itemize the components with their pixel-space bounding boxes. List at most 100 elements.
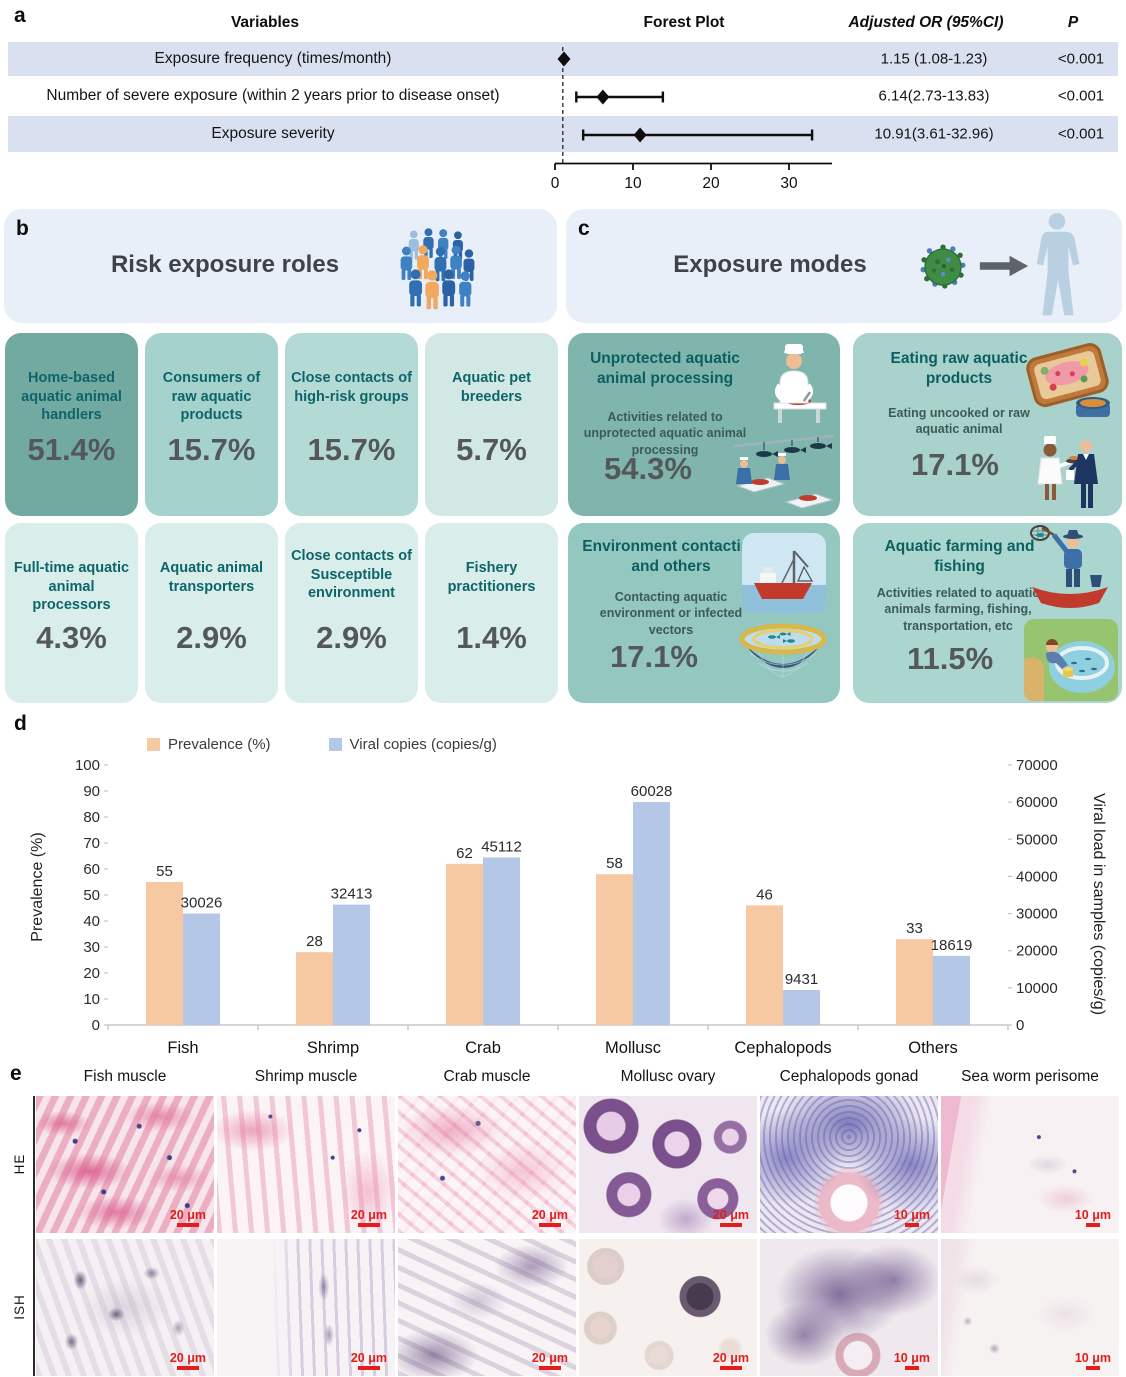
role-card-title: Fishery practitioners <box>447 560 536 595</box>
scale-bar: 20 μm <box>713 1351 749 1370</box>
svg-text:33: 33 <box>906 920 923 937</box>
scale-bar-line <box>176 1366 199 1370</box>
svg-text:18619: 18619 <box>931 937 973 954</box>
svg-text:Others: Others <box>908 1039 958 1057</box>
ish-crab-muscle-image: 20 μm <box>398 1239 576 1376</box>
scale-bar-line <box>904 1366 919 1370</box>
left-axis-title: Prevalence (%) <box>29 832 46 942</box>
he-crab-muscle-image: 20 μm <box>398 1096 576 1233</box>
scale-bar-text: 20 μm <box>169 1208 206 1222</box>
he-sea-worm-perisome-image: 10 μm <box>941 1096 1119 1233</box>
legend-item-prevalence: Prevalence (%) <box>147 736 271 753</box>
mode-card-subtitle: Contacting aquatic environment or infect… <box>599 590 743 637</box>
mode-card-title: Environment contacting and others <box>582 538 760 576</box>
or-cell: 6.14(2.73-13.83) <box>878 87 990 105</box>
right-axis-title: Viral load in samples (copies/g) <box>1090 792 1107 1016</box>
role-card-title: Full-time aquatic animal processors <box>13 560 130 614</box>
role-card-close-contacts: Close contacts of high-risk groups 15.7% <box>285 333 418 516</box>
scale-bar-line <box>904 1223 919 1227</box>
svg-text:10000: 10000 <box>1016 980 1058 997</box>
svg-text:Fish: Fish <box>167 1039 198 1057</box>
mode-card-farming-fishing: Aquatic farming and fishing Activities r… <box>853 523 1122 703</box>
role-card-percentage: 1.4% <box>456 620 527 656</box>
mode-card-title: Eating raw aquatic products <box>890 350 1028 388</box>
column-label-cephalopods-gonad: Cephalopods gonad <box>779 1068 919 1085</box>
svg-text:30000: 30000 <box>1016 906 1058 923</box>
scale-bar-line <box>538 1366 561 1370</box>
raw-seafood-platter-illustration <box>1026 343 1110 417</box>
he-fish-muscle-image: 20 μm <box>36 1096 214 1233</box>
svg-text:70: 70 <box>83 835 100 852</box>
role-card-percentage: 2.9% <box>316 620 387 656</box>
role-card-raw-consumers: Consumers of raw aquatic products 15.7% <box>145 333 278 516</box>
svg-text:50: 50 <box>83 887 100 904</box>
svg-text:32413: 32413 <box>331 886 373 903</box>
scale-bar: 20 μm <box>713 1208 749 1227</box>
scale-bar-text: 10 μm <box>1074 1208 1111 1222</box>
scale-bar-text: 10 μm <box>893 1351 930 1365</box>
legend-item-viral-copies: Viral copies (copies/g) <box>328 736 497 753</box>
column-header-variables: Variables <box>230 14 300 31</box>
role-card-percentage: 2.9% <box>176 620 247 656</box>
scale-bar: 10 μm <box>1075 1208 1111 1227</box>
role-card-percentage: 5.7% <box>456 431 527 467</box>
scale-bar-line <box>719 1223 742 1227</box>
table-row: Number of severe exposure (within 2 year… <box>8 76 1118 116</box>
role-card-title: Aquatic pet breeders <box>452 370 531 405</box>
ish-shrimp-muscle-image: 20 μm <box>217 1239 395 1376</box>
chart-legend: Prevalence (%) Viral copies (copies/g) <box>147 736 497 753</box>
panel-c-title: Exposure modes <box>673 251 867 278</box>
scale-bar: 20 μm <box>351 1208 387 1227</box>
ish-cephalopods-gonad-image: 10 μm <box>760 1239 938 1376</box>
ish-sea-worm-perisome-image: 10 μm <box>941 1239 1119 1376</box>
forest-plot-canvas: 0 10 20 30 <box>551 47 832 192</box>
svg-text:20: 20 <box>702 175 720 192</box>
svg-text:10: 10 <box>83 991 100 1008</box>
scale-bar-line <box>176 1223 199 1227</box>
aquaculture-cage-illustration <box>739 623 827 678</box>
mode-card-percentage: 17.1% <box>911 447 999 482</box>
viral-copies-swatch <box>328 738 342 751</box>
fish-processing-line-illustration <box>733 434 835 509</box>
svg-text:30: 30 <box>780 175 798 192</box>
svg-text:100: 100 <box>75 757 100 774</box>
chef-and-waiter-illustration <box>1037 436 1098 508</box>
svg-text:60000: 60000 <box>1016 794 1058 811</box>
mode-card-percentage: 54.3% <box>604 451 692 486</box>
panel-b-header: b Risk exposure roles <box>4 209 557 323</box>
scale-bar-text: 20 μm <box>350 1208 387 1222</box>
svg-text:45112: 45112 <box>481 838 522 855</box>
scale-bar: 20 μm <box>170 1208 206 1227</box>
row-label-he: HE <box>12 1153 27 1175</box>
scale-bar: 20 μm <box>532 1208 568 1227</box>
svg-text:10: 10 <box>624 175 642 192</box>
mode-card-subtitle: Eating uncooked or raw aquatic animal <box>888 406 1030 437</box>
column-label-shrimp-muscle: Shrimp muscle <box>254 1068 358 1085</box>
svg-text:90: 90 <box>83 783 100 800</box>
or-cell: 10.91(3.61-32.96) <box>874 125 994 143</box>
column-header-p: P <box>1067 14 1079 31</box>
column-label-fish-muscle: Fish muscle <box>83 1068 167 1085</box>
scale-bar-line <box>1085 1366 1100 1370</box>
panel-c-header: c Exposure modes <box>566 209 1122 323</box>
svg-text:80: 80 <box>83 809 100 826</box>
role-card-percentage: 4.3% <box>36 620 107 656</box>
scale-bar: 10 μm <box>894 1351 930 1370</box>
role-card-home-based-handlers: Home-based aquatic animal handlers 51.4% <box>5 333 138 516</box>
svg-text:9431: 9431 <box>785 971 818 988</box>
svg-text:62: 62 <box>456 845 473 862</box>
scale-bar-text: 10 μm <box>893 1208 930 1222</box>
mode-card-eating-raw: Eating raw aquatic products Eating uncoo… <box>853 333 1122 516</box>
fisherman-boat-illustration <box>1030 525 1108 608</box>
variable-cell: Number of severe exposure (within 2 year… <box>46 87 500 104</box>
svg-text:70000: 70000 <box>1016 757 1058 774</box>
or-cell: 1.15 (1.08-1.23) <box>880 50 988 68</box>
panel-d-label: d <box>14 712 27 735</box>
svg-text:40: 40 <box>83 913 100 930</box>
svg-text:28: 28 <box>306 933 323 950</box>
prevalence-swatch <box>147 738 160 751</box>
role-card-title: Home-based aquatic animal handlers <box>21 370 122 424</box>
column-label-crab-muscle: Crab muscle <box>443 1068 531 1085</box>
he-cephalopods-gonad-image: 10 μm <box>760 1096 938 1233</box>
